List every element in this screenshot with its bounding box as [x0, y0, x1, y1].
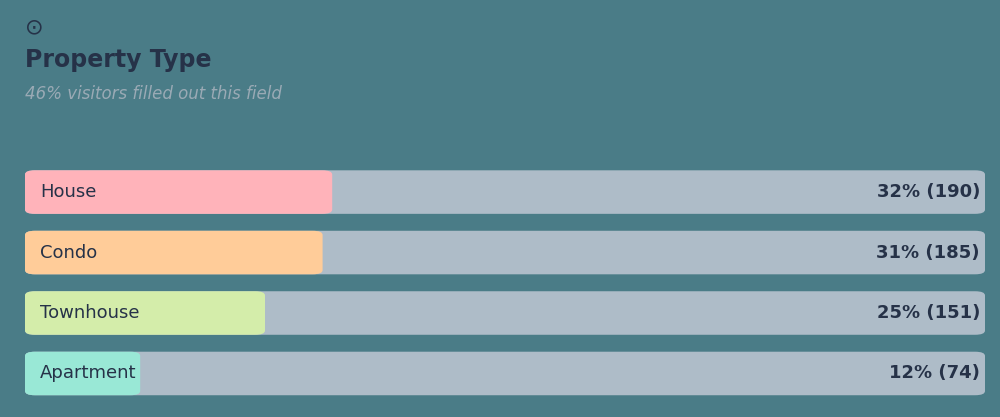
Text: 32% (190): 32% (190) — [877, 183, 980, 201]
Text: Property Type: Property Type — [25, 48, 212, 73]
Text: 31% (185): 31% (185) — [876, 244, 980, 261]
FancyBboxPatch shape — [25, 352, 140, 395]
FancyBboxPatch shape — [25, 170, 332, 214]
Text: Townhouse: Townhouse — [40, 304, 140, 322]
FancyBboxPatch shape — [25, 231, 323, 274]
FancyBboxPatch shape — [25, 291, 985, 335]
Text: ⊙: ⊙ — [25, 17, 44, 37]
FancyBboxPatch shape — [25, 291, 265, 335]
Text: 46% visitors filled out this field: 46% visitors filled out this field — [25, 85, 282, 103]
Text: Condo: Condo — [40, 244, 97, 261]
FancyBboxPatch shape — [25, 231, 985, 274]
Text: House: House — [40, 183, 96, 201]
FancyBboxPatch shape — [25, 170, 985, 214]
Text: 12% (74): 12% (74) — [889, 364, 980, 382]
FancyBboxPatch shape — [25, 352, 985, 395]
Text: 25% (151): 25% (151) — [877, 304, 980, 322]
Text: Apartment: Apartment — [40, 364, 136, 382]
